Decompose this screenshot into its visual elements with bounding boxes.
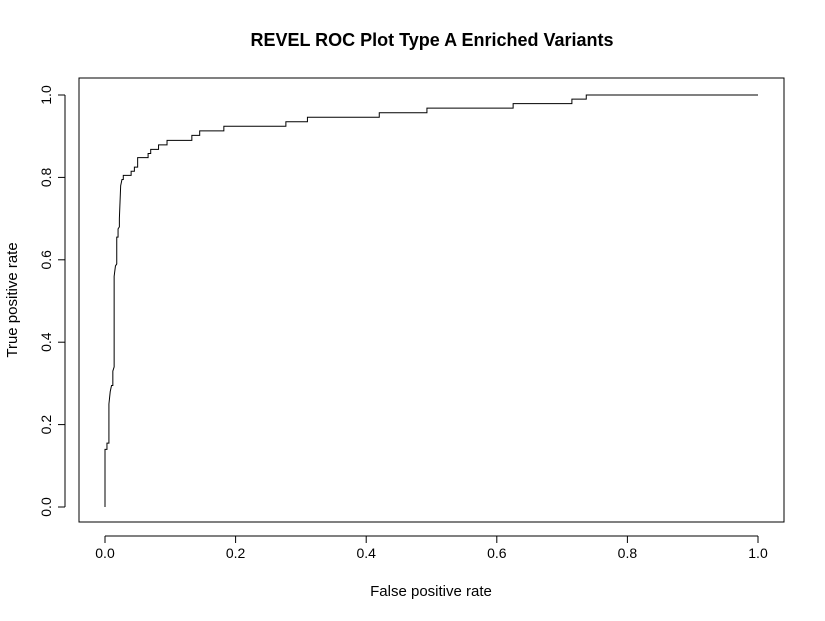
chart-title: REVEL ROC Plot Type A Enriched Variants <box>250 30 613 50</box>
y-tick-label: 1.0 <box>38 85 54 105</box>
y-tick-label: 0.2 <box>38 415 54 435</box>
y-axis-label: True positive rate <box>4 242 21 357</box>
y-tick-label: 0.8 <box>38 167 54 187</box>
x-tick-label: 1.0 <box>748 545 768 561</box>
y-tick-label: 0.6 <box>38 250 54 270</box>
roc-curve-line <box>104 94 758 507</box>
x-tick-label: 0.4 <box>356 545 376 561</box>
plot-frame <box>78 77 785 523</box>
x-tick-label: 0.2 <box>226 545 246 561</box>
x-axis-label: False positive rate <box>370 583 492 600</box>
y-axis: 0.0 0.2 0.4 0.6 0.8 1.0 <box>38 85 66 517</box>
x-tick-label: 0.8 <box>618 545 638 561</box>
x-tick-label: 0.0 <box>95 545 115 561</box>
x-axis: 0.0 0.2 0.4 0.6 0.8 1.0 <box>95 535 768 561</box>
y-tick-label: 0.4 <box>38 332 54 352</box>
y-tick-label: 0.0 <box>38 497 54 517</box>
x-tick-label: 0.6 <box>487 545 507 561</box>
